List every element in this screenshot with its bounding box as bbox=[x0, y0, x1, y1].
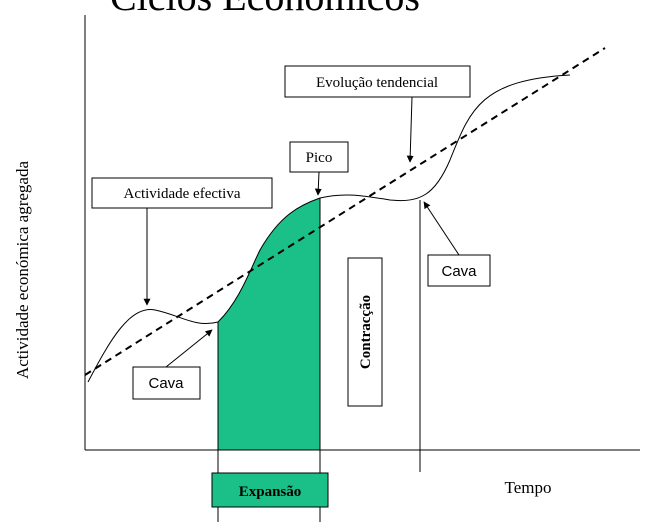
label: Pico bbox=[306, 150, 333, 166]
y-axis-label: Actividade económica agregada bbox=[13, 161, 32, 380]
expansion-area bbox=[218, 198, 320, 450]
label: Evolução tendencial bbox=[316, 75, 438, 91]
title: Ciclos Económicos bbox=[110, 0, 420, 19]
arrow bbox=[314, 171, 322, 196]
label: Cava bbox=[441, 263, 477, 280]
label-box bbox=[211, 472, 329, 508]
activity-curve bbox=[87, 74, 571, 383]
arrow bbox=[423, 201, 460, 256]
label: Expansão bbox=[239, 484, 302, 500]
label-box bbox=[347, 257, 383, 407]
arrow bbox=[406, 96, 414, 163]
label-box bbox=[289, 141, 349, 173]
label: Contracção bbox=[358, 295, 374, 369]
trend-line bbox=[84, 47, 606, 376]
label: Actividade efectiva bbox=[123, 186, 240, 202]
label-box bbox=[91, 177, 273, 209]
x-axis-label: Tempo bbox=[505, 478, 552, 497]
arrow bbox=[165, 329, 213, 368]
label-box bbox=[284, 65, 471, 98]
label: Cava bbox=[148, 375, 184, 392]
